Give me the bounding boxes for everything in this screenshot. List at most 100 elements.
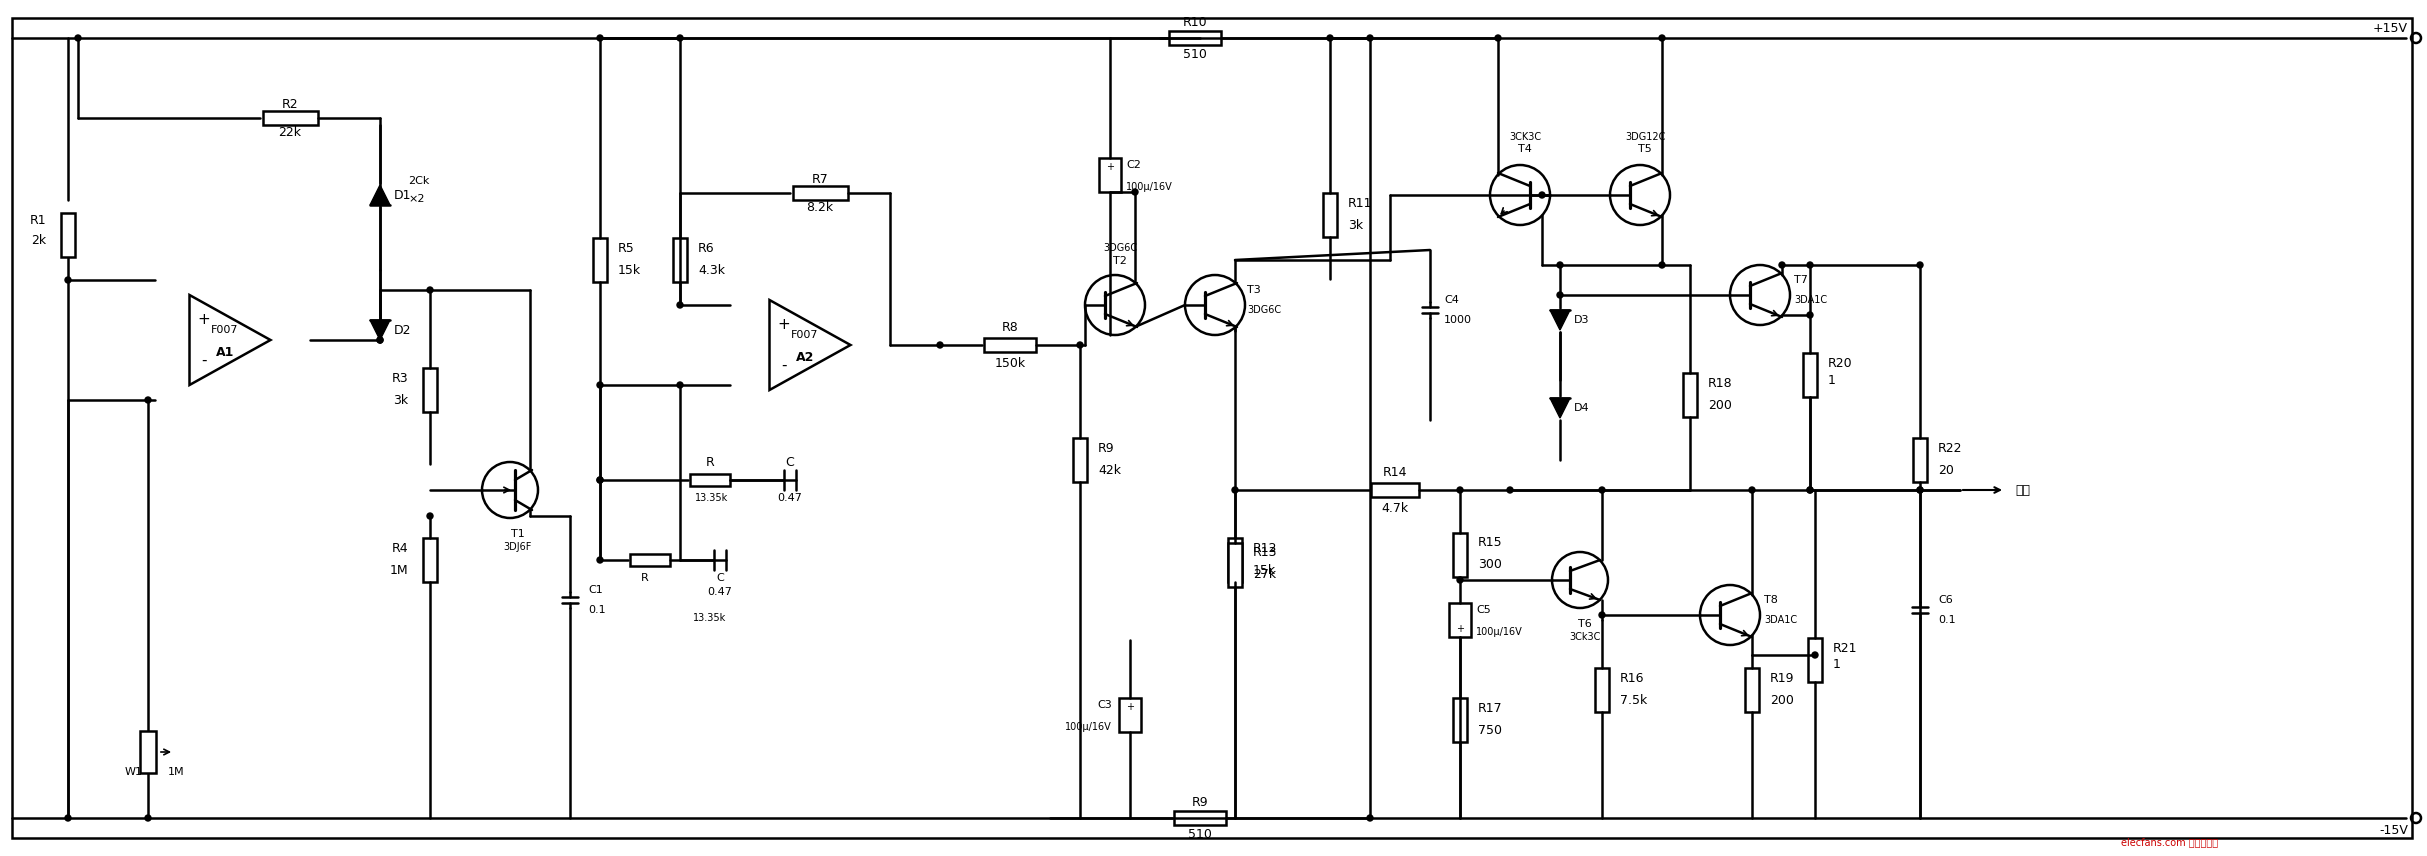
Text: R14: R14 [1383,466,1408,479]
Text: 3DG6C: 3DG6C [1102,243,1138,253]
Text: R1: R1 [29,213,46,227]
Polygon shape [369,185,391,205]
Circle shape [1917,487,1922,493]
Text: 3CK3C: 3CK3C [1510,132,1541,142]
Circle shape [1328,35,1332,41]
Bar [422,538,437,582]
Text: -: - [781,358,786,372]
Text: 7.5k: 7.5k [1619,693,1648,706]
Text: C6: C6 [1939,595,1954,605]
Text: -15V: -15V [2378,823,2408,836]
Circle shape [677,35,682,41]
Text: R8: R8 [1002,320,1019,334]
Circle shape [1507,487,1512,493]
Bar [1170,31,1221,45]
Polygon shape [769,300,849,390]
Polygon shape [369,320,391,340]
Bar [61,213,75,257]
Circle shape [597,35,602,41]
Text: R11: R11 [1347,197,1374,210]
Bar [1119,698,1141,732]
Text: D1: D1 [393,188,413,201]
Circle shape [1366,815,1374,821]
Text: 200: 200 [1709,399,1733,412]
Bar [1912,438,1927,482]
Text: R22: R22 [1939,442,1963,455]
Circle shape [146,815,150,821]
Text: R18: R18 [1709,377,1733,389]
Text: R19: R19 [1769,671,1794,685]
Text: R: R [641,573,648,583]
Text: 2Ck: 2Ck [408,176,430,186]
Text: R12: R12 [1252,542,1277,555]
Text: 15k: 15k [1252,563,1277,576]
Text: F007: F007 [791,330,818,340]
Text: -: - [201,353,206,368]
Text: D2: D2 [393,324,413,336]
Text: 13.35k: 13.35k [694,613,726,623]
Text: R16: R16 [1619,671,1646,685]
Text: 3DG12C: 3DG12C [1624,132,1665,142]
Circle shape [146,397,150,403]
Text: 1: 1 [1828,373,1835,387]
Bar [1371,483,1420,497]
Text: F007: F007 [211,325,238,335]
Circle shape [1660,262,1665,268]
Circle shape [1558,292,1563,298]
Circle shape [937,342,944,348]
Circle shape [1917,262,1922,268]
Text: 42k: 42k [1097,463,1121,477]
Circle shape [1779,262,1784,268]
Text: T6: T6 [1578,619,1592,629]
Bar [794,186,847,200]
Text: 150k: 150k [995,356,1027,370]
Circle shape [376,337,383,343]
Text: T4: T4 [1517,144,1531,154]
Text: 3k: 3k [393,394,408,407]
Text: R20: R20 [1828,356,1852,370]
Text: R3: R3 [391,372,408,384]
Text: 200: 200 [1769,693,1794,706]
Circle shape [66,815,70,821]
Text: T7: T7 [1794,275,1808,285]
Circle shape [1495,35,1500,41]
Text: D3: D3 [1575,315,1590,325]
Circle shape [1808,487,1813,493]
Circle shape [376,337,383,343]
Circle shape [483,462,539,518]
Circle shape [1609,165,1670,225]
Text: 3DA1C: 3DA1C [1764,615,1796,625]
Text: R13: R13 [1252,546,1277,560]
Text: 3k: 3k [1347,218,1364,231]
Text: 510: 510 [1189,828,1211,841]
Text: R15: R15 [1478,537,1502,550]
Text: 15k: 15k [619,264,641,276]
Circle shape [597,557,602,563]
Text: 輸出: 輸出 [2014,484,2029,496]
Text: D4: D4 [1575,403,1590,413]
Bar [1228,543,1243,587]
Text: 4.7k: 4.7k [1381,502,1408,514]
Bar [422,368,437,412]
Bar [689,474,731,486]
Text: R2: R2 [282,98,299,110]
Circle shape [1808,312,1813,318]
Circle shape [1750,487,1755,493]
Text: 27k: 27k [1252,568,1277,581]
Bar [262,111,318,125]
Bar [983,338,1036,352]
Bar [1175,811,1226,825]
Bar [141,731,155,773]
Text: 8.2k: 8.2k [806,200,832,213]
Text: +: + [197,312,209,327]
Text: 22k: 22k [279,126,301,139]
Circle shape [1078,342,1082,348]
Text: +15V: +15V [2374,21,2408,34]
Circle shape [597,382,602,388]
Text: 3DA1C: 3DA1C [1794,295,1828,305]
Circle shape [597,477,602,483]
Text: A2: A2 [796,350,813,364]
Text: 1M: 1M [388,563,408,576]
Text: 100μ/16V: 100μ/16V [1126,182,1172,192]
Text: C2: C2 [1126,160,1141,170]
